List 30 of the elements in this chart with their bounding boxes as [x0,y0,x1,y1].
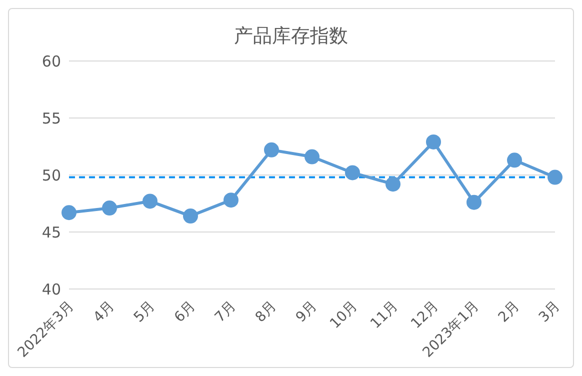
y-tick-label: 60 [42,52,61,70]
point [304,149,320,164]
y-tick-label: 45 [42,223,61,242]
point [264,142,279,158]
point [62,205,76,220]
point [345,165,360,180]
x-tick-label: 10月 [327,298,361,332]
point [102,200,117,216]
x-tick-label: 6月 [171,298,199,326]
point [466,194,482,210]
x-tick-label: 2月 [495,298,523,326]
point [142,194,158,209]
chart-title: 产品库存指数 [233,24,349,49]
y-tick-label: 55 [42,109,61,128]
point [386,176,400,192]
x-tick-label: 12月 [408,298,442,332]
point [183,208,198,224]
y-tick-label: 50 [42,166,61,184]
point [548,170,562,185]
x-tick-label: 7月 [212,298,240,326]
y-tick-label: 40 [42,280,61,298]
x-tick-label: 11月 [368,298,402,332]
x-tick-label: 4月 [90,298,118,326]
x-tick-label: 8月 [252,298,280,326]
point [507,152,522,168]
x-tick-label: 5月 [130,298,158,326]
x-tick-label: 9月 [292,298,320,326]
point [426,134,441,150]
x-tick-label: 3月 [536,298,564,326]
point [224,192,238,208]
